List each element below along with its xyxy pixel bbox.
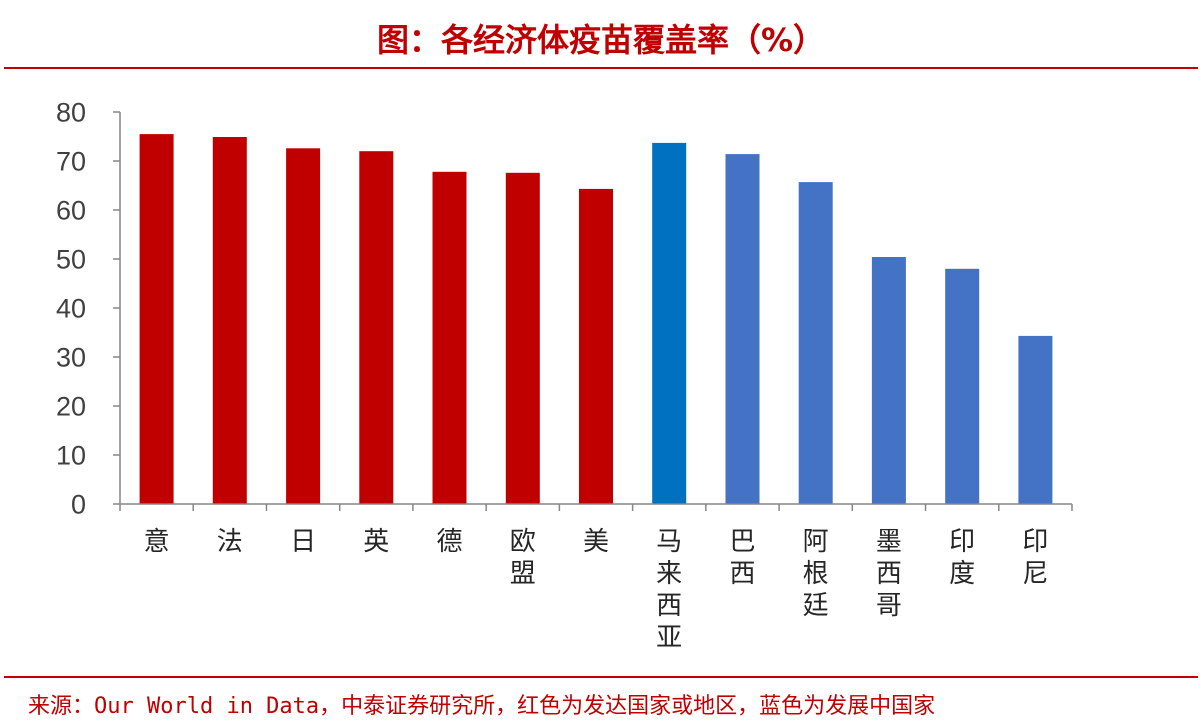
bar-9 [798,182,833,504]
source-note: 来源：Our World in Data，中泰证券研究所，红色为发达国家或地区，… [28,694,936,719]
bar-10 [871,257,906,504]
bar-1 [212,137,247,504]
bar-7 [652,142,687,504]
bar-12 [1018,335,1053,504]
bar-11 [945,268,980,504]
y-tick-label: 0 [71,490,86,520]
footer-divider [4,676,1198,678]
chart-title: 图：各经济体疫苗覆盖率（%） [376,21,826,59]
bar-5 [505,172,540,505]
bar-3 [359,151,394,504]
bar-4 [432,171,467,505]
y-tick-label: 30 [56,343,86,373]
bar-2 [286,148,321,505]
y-tick-label: 20 [56,392,86,422]
y-tick-label: 50 [56,245,86,275]
y-tick-label: 10 [56,441,86,471]
bar-0 [139,134,174,504]
y-tick-label: 70 [56,147,86,177]
y-tick-label: 40 [56,294,86,324]
y-tick-label: 80 [56,98,86,128]
y-tick-label: 60 [56,196,86,226]
bar-6 [579,188,613,504]
title-divider [4,67,1198,69]
bar-8 [725,154,760,504]
